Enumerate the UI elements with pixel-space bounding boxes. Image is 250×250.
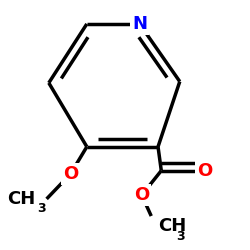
- Text: O: O: [134, 186, 149, 204]
- Text: 3: 3: [176, 230, 185, 243]
- Text: CH: CH: [7, 190, 35, 208]
- Text: CH: CH: [158, 217, 186, 235]
- Text: N: N: [132, 15, 147, 33]
- Text: 3: 3: [38, 202, 46, 215]
- Text: O: O: [197, 162, 212, 180]
- Text: O: O: [63, 165, 78, 183]
